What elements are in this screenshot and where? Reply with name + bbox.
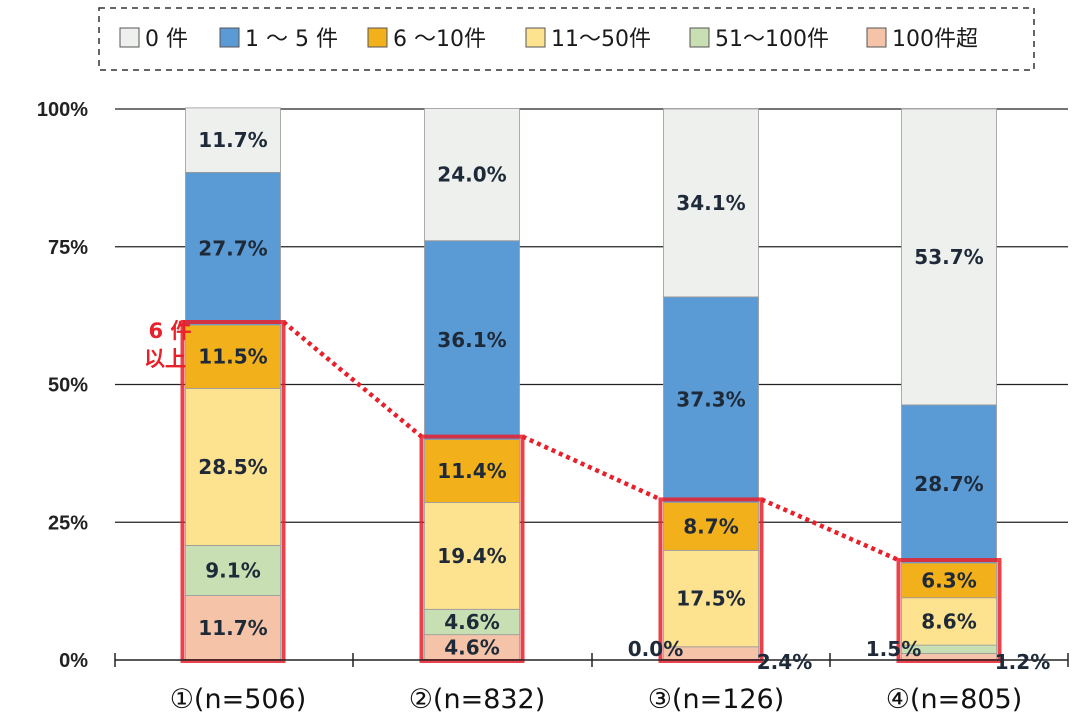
bars — [185, 107, 997, 661]
trend-dotted-line — [282, 320, 423, 439]
bar-segment — [424, 502, 520, 610]
bar-segment — [185, 595, 281, 661]
legend-swatch — [119, 27, 140, 48]
highlight-box — [180, 319, 286, 663]
y-tick-label: 25% — [48, 512, 88, 534]
data-label: 8.6% — [921, 609, 976, 633]
data-label: 4.6% — [444, 610, 499, 634]
x-tick-label: ④(n=805) — [886, 684, 1023, 715]
data-label: 11.7% — [198, 616, 267, 640]
legend-box — [98, 7, 1035, 71]
bar-segment — [424, 240, 520, 440]
legend-label: 11〜50件 — [551, 27, 651, 52]
data-label: 11.4% — [437, 459, 506, 483]
data-label: 37.3% — [676, 388, 745, 412]
legend-swatch — [219, 27, 240, 48]
bar-segment — [901, 404, 997, 564]
bar-segment — [185, 107, 281, 173]
bar-segment — [663, 296, 759, 503]
data-label: 34.1% — [676, 191, 745, 215]
bar-segment — [663, 108, 759, 298]
data-label: 19.4% — [437, 544, 506, 568]
x-tick-label: ①(n=506) — [170, 684, 307, 715]
legend-label: 1 〜 5 件 — [245, 27, 338, 52]
bar-segment — [424, 608, 520, 636]
data-label: 53.7% — [914, 245, 983, 269]
bar-segment — [901, 108, 997, 406]
bar-segment — [901, 562, 997, 599]
x-tick-label: ③(n=126) — [648, 684, 785, 715]
data-label: 28.7% — [914, 472, 983, 496]
data-label: 1.5% — [866, 637, 921, 661]
y-tick-label: 0% — [59, 650, 88, 672]
bar-segment — [424, 439, 520, 503]
legend-swatch — [689, 27, 710, 48]
bar-segment — [185, 544, 281, 596]
bar-segment — [663, 549, 759, 648]
data-label: 4.6% — [444, 635, 499, 659]
highlight-label-line1: 6 件 — [149, 319, 192, 343]
data-label: 1.2% — [995, 650, 1050, 674]
legend-swatch — [866, 27, 887, 48]
data-label: 28.5% — [198, 455, 267, 479]
trend-dotted-line — [760, 497, 900, 563]
highlight-box — [419, 434, 525, 663]
legend-label: 100件超 — [892, 27, 978, 52]
highlight-box — [658, 497, 764, 663]
y-tick-label: 100% — [37, 99, 88, 121]
x-tick-label: ②(n=832) — [409, 684, 546, 715]
y-tick-label: 75% — [48, 237, 88, 259]
y-tick-label: 50% — [48, 375, 88, 397]
bar-segment — [424, 634, 520, 661]
data-label: 36.1% — [437, 328, 506, 352]
data-label: 9.1% — [205, 558, 260, 582]
data-label: 6.3% — [921, 568, 976, 592]
legend: 0 件 1 〜 5 件 6 〜10件 11〜50件 51〜100件 100件超 — [98, 7, 1035, 71]
data-label: 11.7% — [198, 128, 267, 152]
value-labels: 11.7% 9.1% 28.5% 11.5% 27.7% 11.7% 4.6%4.6% 19.… — [198, 128, 1050, 674]
data-label: 27.7% — [198, 237, 267, 261]
legend-swatch — [525, 27, 546, 48]
legend-swatch — [367, 27, 388, 48]
data-label: 17.5% — [676, 587, 745, 611]
bar-segment — [901, 597, 997, 646]
data-label: 24.0% — [437, 163, 506, 187]
data-label: 2.4% — [757, 650, 812, 674]
data-label: 8.7% — [683, 514, 738, 538]
highlight-label-line2: 以上 — [144, 347, 186, 371]
trend-dotted-line — [521, 434, 662, 502]
data-label: 11.5% — [198, 345, 267, 369]
axes: 0% 25% 50% 75% 100% ①(n=506) ②(n=832) ③(n=126) ④… — [37, 99, 1069, 715]
legend-label: 0 件 — [145, 27, 188, 52]
highlight-box — [896, 558, 1002, 663]
bar-segment — [424, 108, 520, 242]
data-label: 0.0% — [628, 637, 683, 661]
highlight-group: 6 件以上 — [144, 319, 1002, 663]
legend-label: 6 〜10件 — [393, 27, 486, 52]
legend-label: 51〜100件 — [715, 27, 829, 52]
